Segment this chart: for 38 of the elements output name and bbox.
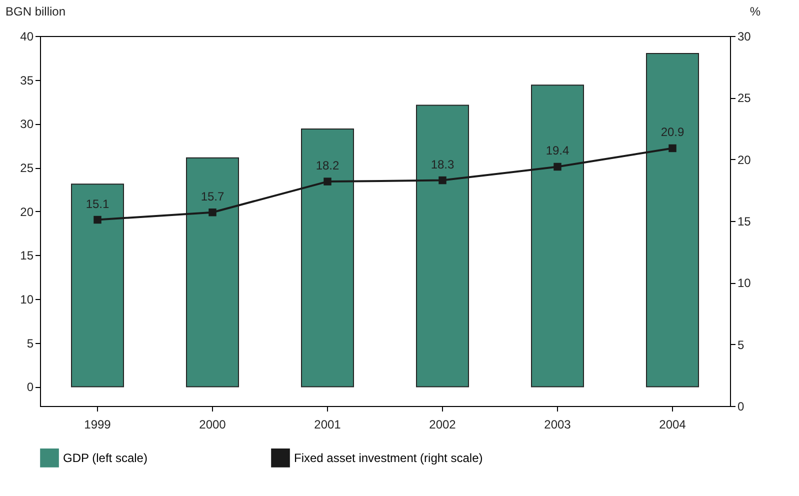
x-tick-label: 2003 [544, 418, 572, 432]
y2-tick-label: 30 [738, 30, 752, 44]
y2-tick-label: 25 [738, 91, 752, 106]
y-tick-label: 30 [20, 117, 34, 132]
x-tick-label: 2004 [659, 418, 686, 432]
point [438, 176, 446, 184]
y-tick-label: 25 [20, 161, 34, 176]
y-tick-label: 10 [20, 292, 34, 307]
point [668, 144, 676, 152]
y-tick-label: 5 [26, 336, 34, 350]
point [208, 208, 216, 216]
x-tick-label: 2000 [199, 418, 226, 432]
x-tick-label: 1999 [84, 418, 112, 432]
y-tick-label: 20 [20, 204, 34, 219]
y-axis-title: BGN billion [6, 4, 66, 18]
y2-tick-label: 10 [738, 276, 752, 290]
legend-label: Fixed asset investment (right scale) [294, 450, 483, 465]
y2-tick-label: 20 [738, 152, 752, 167]
point [324, 178, 332, 186]
y-tick-label: 35 [20, 73, 34, 88]
data-label: 19.4 [546, 144, 570, 158]
y2-tick-label: 15 [738, 214, 752, 228]
y2-axis-title: % [750, 4, 761, 18]
y-tick-label: 15 [20, 248, 34, 263]
point [94, 216, 102, 224]
x-tick-label: 2002 [429, 418, 456, 432]
x-tick-label: 2001 [314, 418, 342, 432]
y-tick-label: 0 [26, 380, 34, 394]
y2-tick-label: 0 [738, 400, 744, 414]
data-label: 15.7 [200, 189, 224, 204]
legend-label: GDP (left scale) [63, 450, 148, 465]
data-label: 20.9 [660, 125, 684, 140]
point [554, 162, 562, 171]
y2-tick-label: 5 [738, 338, 744, 352]
y-tick-label: 40 [20, 30, 34, 44]
data-label: 18.3 [430, 157, 454, 172]
data-label: 18.2 [316, 158, 340, 173]
data-label: 15.1 [86, 196, 110, 211]
